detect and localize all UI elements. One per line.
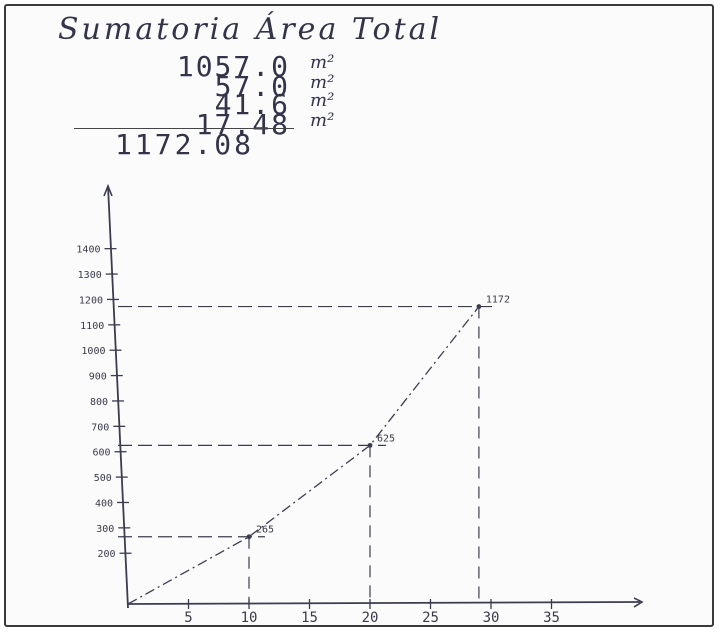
sum-value: 17.48: [195, 108, 290, 141]
page-frame: [4, 4, 714, 627]
x-tick-label: 5: [184, 610, 192, 626]
y-tick-label: 600: [92, 448, 110, 459]
data-point: [476, 304, 482, 309]
y-tick-label: 1200: [79, 295, 103, 306]
data-point: [367, 442, 373, 448]
heading: Sumatoria Área Total: [58, 12, 443, 47]
y-tick-label: 800: [90, 397, 108, 408]
point-label: 265: [256, 525, 274, 536]
sum-total: 1172.08: [115, 128, 255, 161]
x-tick-label: 15: [301, 610, 318, 626]
sum-value: 57.0: [214, 70, 290, 103]
y-tick-label: 300: [96, 524, 114, 535]
x-axis: [127, 601, 641, 605]
sum-unit: m²: [310, 52, 335, 73]
y-tick-label: 900: [89, 372, 107, 383]
x-axis-arrow: [633, 597, 644, 608]
y-tick-label: 200: [97, 549, 115, 560]
y-tick-label: 1400: [76, 245, 100, 256]
sum-value: 1057.0: [176, 50, 290, 83]
point-label: 1172: [486, 295, 510, 306]
y-axis-arrow: [103, 183, 113, 197]
y-tick-label: 1000: [81, 346, 105, 357]
sum-unit: m²: [310, 72, 335, 93]
data-point: [246, 534, 252, 540]
sum-row: 41.6 m²: [130, 88, 390, 121]
y-tick-label: 400: [95, 498, 113, 509]
x-tick-label: 10: [241, 610, 258, 626]
sum-row: 57.0 m²: [130, 70, 390, 103]
sum-row: 17.48 m²: [130, 108, 390, 141]
point-label: 625: [377, 433, 395, 444]
y-axis: [107, 185, 129, 609]
x-tick-label: 30: [483, 610, 500, 626]
series-line: [127, 306, 480, 605]
y-tick-label: 500: [94, 473, 112, 484]
sum-unit: m²: [310, 90, 335, 111]
x-tick-label: 35: [543, 610, 560, 626]
x-tick-label: 20: [362, 610, 379, 626]
sum-unit: m²: [310, 110, 335, 131]
y-tick-label: 700: [91, 422, 109, 433]
x-tick-label: 25: [422, 610, 439, 626]
y-tick-label: 1300: [78, 270, 102, 281]
sum-value: 41.6: [214, 88, 290, 121]
sum-rule: [74, 128, 294, 129]
y-tick-label: 1100: [80, 321, 104, 332]
sum-row: 1057.0 m²: [130, 50, 390, 83]
